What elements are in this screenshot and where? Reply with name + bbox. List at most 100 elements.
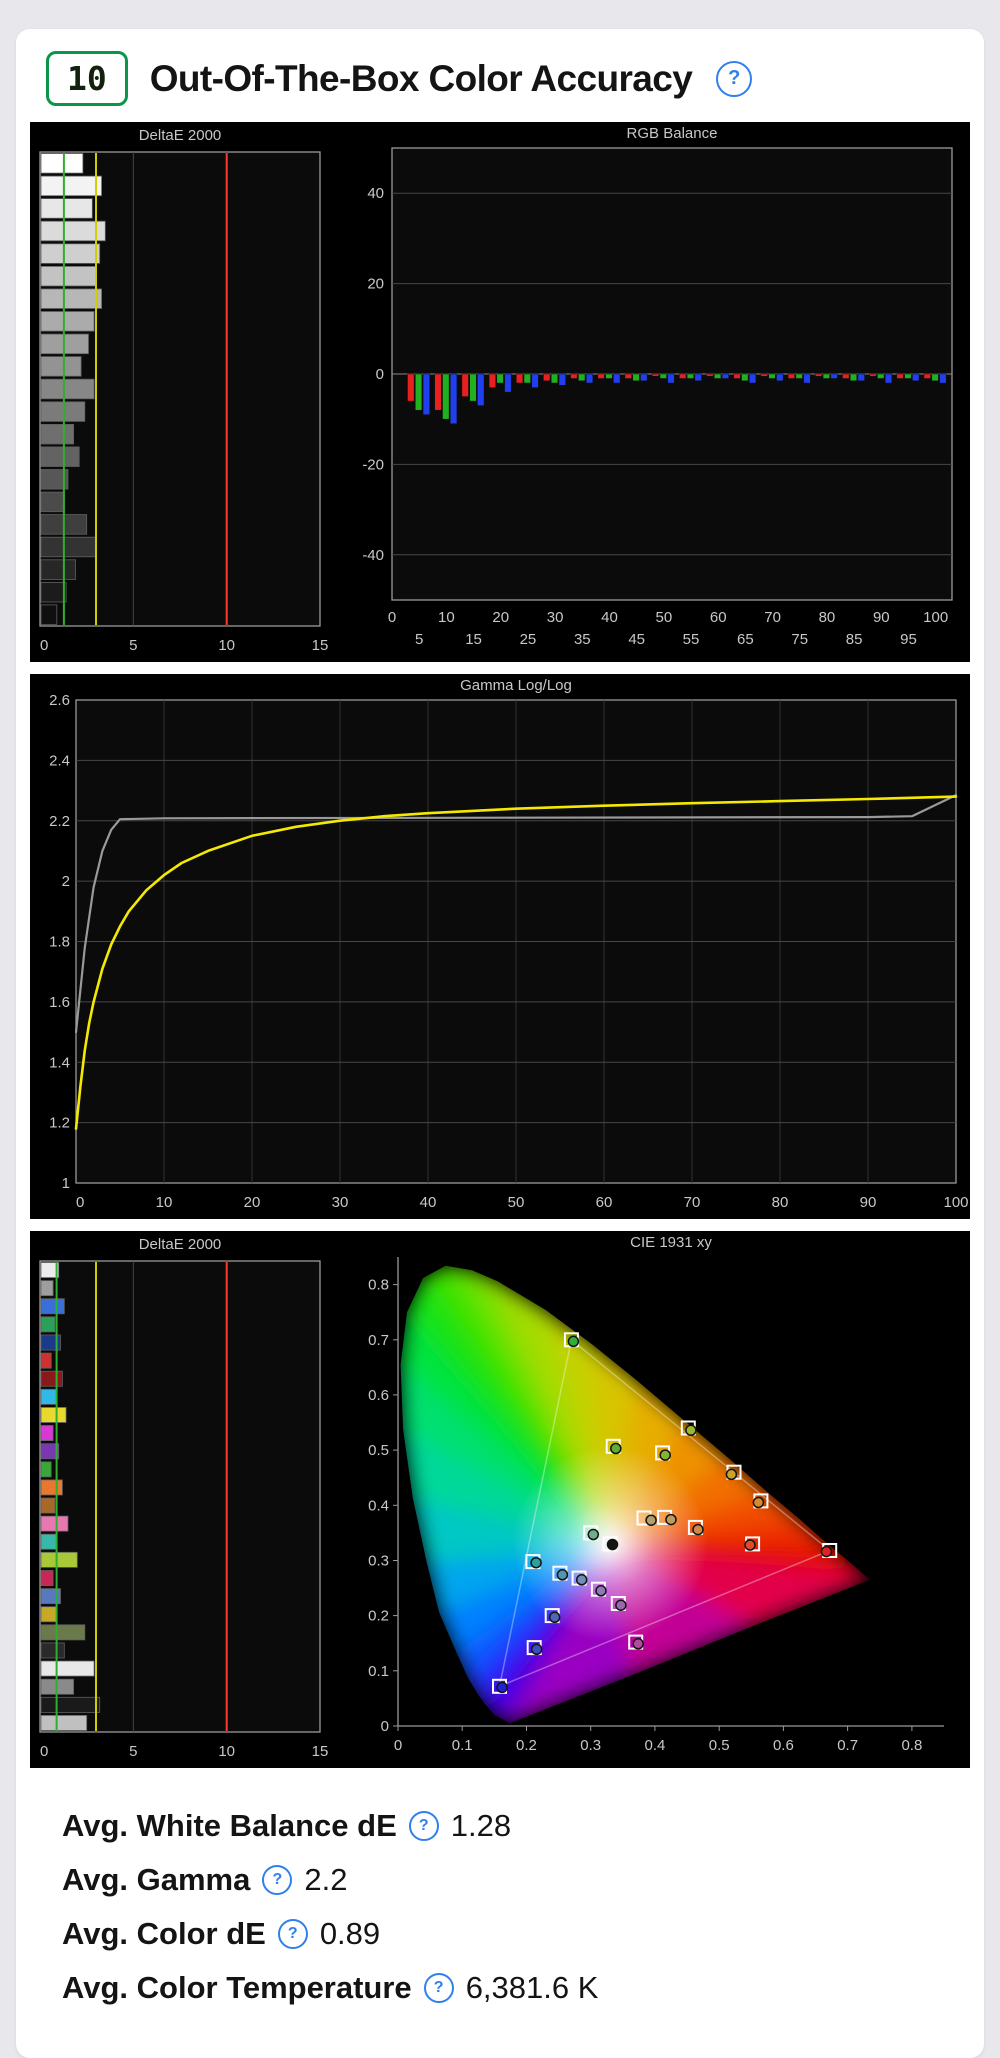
score-card: 10 Out-Of-The-Box Color Accuracy ? Delta… bbox=[16, 29, 984, 2058]
svg-text:20: 20 bbox=[244, 1194, 261, 1211]
svg-text:0.8: 0.8 bbox=[901, 1737, 922, 1754]
svg-text:DeltaE 2000: DeltaE 2000 bbox=[139, 127, 222, 144]
color_deltae-svg: DeltaE 2000 0 5 10 15 bbox=[39, 1236, 329, 1760]
svg-text:2.6: 2.6 bbox=[49, 692, 70, 709]
stat-label: Avg. White Balance dE bbox=[62, 1808, 397, 1843]
svg-text:0: 0 bbox=[40, 1743, 48, 1760]
stat-avg-color-temperature: Avg. Color Temperature ? 6,381.6 K bbox=[62, 1970, 984, 2006]
svg-text:0.2: 0.2 bbox=[368, 1608, 389, 1625]
svg-text:RGB Balance: RGB Balance bbox=[627, 125, 718, 142]
help-icon[interactable]: ? bbox=[716, 60, 753, 97]
svg-text:40: 40 bbox=[367, 185, 384, 202]
svg-text:15: 15 bbox=[312, 637, 329, 654]
svg-text:0.5: 0.5 bbox=[709, 1737, 730, 1754]
score-value: 10 bbox=[67, 59, 107, 98]
svg-text:1.8: 1.8 bbox=[49, 934, 70, 951]
svg-text:40: 40 bbox=[420, 1194, 437, 1211]
svg-text:10: 10 bbox=[156, 1194, 173, 1211]
help-icon[interactable]: ? bbox=[423, 1973, 454, 2003]
svg-text:50: 50 bbox=[656, 609, 673, 626]
svg-text:100: 100 bbox=[943, 1194, 968, 1211]
svg-text:CIE 1931 xy: CIE 1931 xy bbox=[630, 1234, 712, 1251]
help-icon[interactable]: ? bbox=[277, 1919, 308, 1949]
svg-text:25: 25 bbox=[520, 631, 537, 648]
svg-text:15: 15 bbox=[465, 631, 482, 648]
section-title: Out-Of-The-Box Color Accuracy bbox=[149, 57, 693, 99]
score-badge: 10 bbox=[46, 51, 128, 106]
svg-text:0: 0 bbox=[76, 1194, 84, 1211]
svg-text:75: 75 bbox=[791, 631, 808, 648]
svg-text:85: 85 bbox=[846, 631, 863, 648]
svg-text:0.4: 0.4 bbox=[368, 1497, 389, 1514]
svg-text:0.7: 0.7 bbox=[837, 1737, 858, 1754]
svg-text:65: 65 bbox=[737, 631, 754, 648]
svg-text:0.3: 0.3 bbox=[580, 1737, 601, 1754]
svg-text:80: 80 bbox=[772, 1194, 789, 1211]
svg-text:2.4: 2.4 bbox=[49, 752, 70, 769]
stat-label: Avg. Color dE bbox=[62, 1916, 266, 1951]
svg-text:90: 90 bbox=[873, 609, 890, 626]
rgb_balance-svg: RGB Balance -40 -20 0 20 40 0 10 20 30 40 50 60 70 80 9… bbox=[362, 125, 953, 648]
svg-text:0: 0 bbox=[388, 609, 396, 626]
stat-label: Avg. Color Temperature bbox=[62, 1970, 412, 2005]
svg-text:70: 70 bbox=[764, 609, 781, 626]
svg-text:5: 5 bbox=[415, 631, 423, 648]
svg-text:1.2: 1.2 bbox=[49, 1115, 70, 1132]
svg-text:30: 30 bbox=[332, 1194, 349, 1211]
cie_1931-svg: CIE 1931 xy 0 0.1 0.2 0.3 0.4 0.5 0.6 0.7 0.8 0 0.1… bbox=[368, 1234, 944, 1754]
svg-text:2: 2 bbox=[62, 873, 70, 890]
svg-text:70: 70 bbox=[684, 1194, 701, 1211]
gamma-svg: Gamma Log/Log 1 1.2 1.4 1.6 1.8 2 2.2 2.4 2.6 0 10 2… bbox=[49, 677, 968, 1211]
svg-text:5: 5 bbox=[129, 637, 137, 654]
chart-white-balance-deltae: DeltaE 2000 0 5 10 15 bbox=[30, 122, 340, 662]
stat-value: 1.28 bbox=[450, 1808, 512, 1843]
svg-text:30: 30 bbox=[547, 609, 564, 626]
svg-text:40: 40 bbox=[601, 609, 618, 626]
svg-text:1.6: 1.6 bbox=[49, 994, 70, 1011]
svg-text:0: 0 bbox=[381, 1718, 389, 1735]
help-icon[interactable]: ? bbox=[408, 1811, 439, 1841]
stat-avg-white-balance-de: Avg. White Balance dE ? 1.28 bbox=[62, 1808, 984, 1844]
svg-text:0.1: 0.1 bbox=[368, 1663, 389, 1680]
stat-value: 6,381.6 K bbox=[465, 1970, 599, 2005]
stats-list: Avg. White Balance dE ? 1.28 Avg. Gamma … bbox=[16, 1780, 984, 2006]
svg-text:0.5: 0.5 bbox=[368, 1442, 389, 1459]
stat-label: Avg. Gamma bbox=[62, 1862, 251, 1897]
svg-text:95: 95 bbox=[900, 631, 917, 648]
svg-text:20: 20 bbox=[492, 609, 509, 626]
help-icon[interactable]: ? bbox=[262, 1865, 293, 1895]
svg-text:5: 5 bbox=[129, 1743, 137, 1760]
svg-text:0: 0 bbox=[40, 637, 48, 654]
svg-text:20: 20 bbox=[367, 276, 384, 293]
svg-text:45: 45 bbox=[628, 631, 645, 648]
panel-white-balance: DeltaE 2000 0 5 10 15 RGB Balance -40 -20 0 20 40… bbox=[30, 122, 970, 662]
svg-text:55: 55 bbox=[683, 631, 700, 648]
svg-text:100: 100 bbox=[923, 609, 948, 626]
svg-text:10: 10 bbox=[218, 637, 235, 654]
svg-text:0.8: 0.8 bbox=[368, 1277, 389, 1294]
svg-text:0: 0 bbox=[394, 1737, 402, 1754]
svg-text:0.6: 0.6 bbox=[773, 1737, 794, 1754]
svg-text:0.2: 0.2 bbox=[516, 1737, 537, 1754]
svg-text:0.7: 0.7 bbox=[368, 1332, 389, 1349]
svg-text:10: 10 bbox=[218, 1743, 235, 1760]
panel-color: DeltaE 2000 0 5 10 15 CIE 1931 xy 0 0.1 0.2 0.3 0… bbox=[30, 1231, 970, 1768]
svg-text:0.1: 0.1 bbox=[452, 1737, 473, 1754]
stat-avg-color-de: Avg. Color dE ? 0.89 bbox=[62, 1916, 984, 1952]
svg-text:-40: -40 bbox=[362, 547, 384, 564]
stat-value: 2.2 bbox=[304, 1862, 348, 1897]
svg-text:Gamma Log/Log: Gamma Log/Log bbox=[460, 677, 572, 694]
svg-text:0.6: 0.6 bbox=[368, 1387, 389, 1404]
card-header: 10 Out-Of-The-Box Color Accuracy ? bbox=[16, 29, 984, 122]
svg-text:DeltaE 2000: DeltaE 2000 bbox=[139, 1236, 222, 1253]
wb_deltae-svg: DeltaE 2000 0 5 10 15 bbox=[39, 127, 329, 654]
svg-text:0.4: 0.4 bbox=[645, 1737, 666, 1754]
svg-text:15: 15 bbox=[312, 1743, 329, 1760]
chart-cie-1931: CIE 1931 xy 0 0.1 0.2 0.3 0.4 0.5 0.6 0.7 0.8 0 0.1… bbox=[340, 1231, 970, 1768]
svg-text:10: 10 bbox=[438, 609, 455, 626]
chart-gamma: Gamma Log/Log 1 1.2 1.4 1.6 1.8 2 2.2 2.4 2.6 0 10 2… bbox=[30, 674, 970, 1219]
panel-gamma: Gamma Log/Log 1 1.2 1.4 1.6 1.8 2 2.2 2.4 2.6 0 10 2… bbox=[30, 674, 970, 1219]
svg-text:2.2: 2.2 bbox=[49, 813, 70, 830]
svg-text:-20: -20 bbox=[362, 456, 384, 473]
svg-text:50: 50 bbox=[508, 1194, 525, 1211]
